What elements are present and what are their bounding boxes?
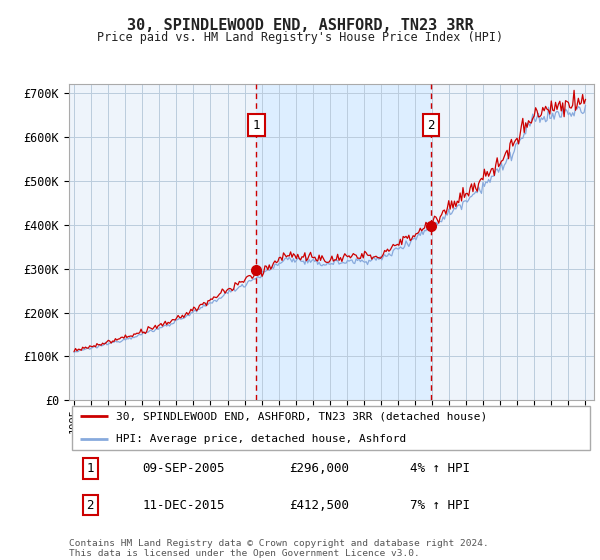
- Text: 09-SEP-2005: 09-SEP-2005: [143, 462, 225, 475]
- Text: 2: 2: [86, 498, 94, 511]
- Text: 7% ↑ HPI: 7% ↑ HPI: [410, 498, 470, 511]
- Bar: [256, 84, 431, 400]
- FancyBboxPatch shape: [71, 406, 590, 450]
- Text: 1: 1: [86, 462, 94, 475]
- Text: 30, SPINDLEWOOD END, ASHFORD, TN23 3RR (detached house): 30, SPINDLEWOOD END, ASHFORD, TN23 3RR (…: [116, 412, 487, 421]
- Text: 11-DEC-2015: 11-DEC-2015: [143, 498, 225, 511]
- Text: HPI: Average price, detached house, Ashford: HPI: Average price, detached house, Ashf…: [116, 435, 407, 444]
- Text: 2: 2: [427, 119, 435, 132]
- Text: 4% ↑ HPI: 4% ↑ HPI: [410, 462, 470, 475]
- Text: 1: 1: [253, 119, 260, 132]
- Text: 30, SPINDLEWOOD END, ASHFORD, TN23 3RR: 30, SPINDLEWOOD END, ASHFORD, TN23 3RR: [127, 18, 473, 34]
- Text: £296,000: £296,000: [290, 462, 349, 475]
- Text: Contains HM Land Registry data © Crown copyright and database right 2024.
This d: Contains HM Land Registry data © Crown c…: [69, 539, 489, 558]
- Text: Price paid vs. HM Land Registry's House Price Index (HPI): Price paid vs. HM Land Registry's House …: [97, 31, 503, 44]
- Text: £412,500: £412,500: [290, 498, 349, 511]
